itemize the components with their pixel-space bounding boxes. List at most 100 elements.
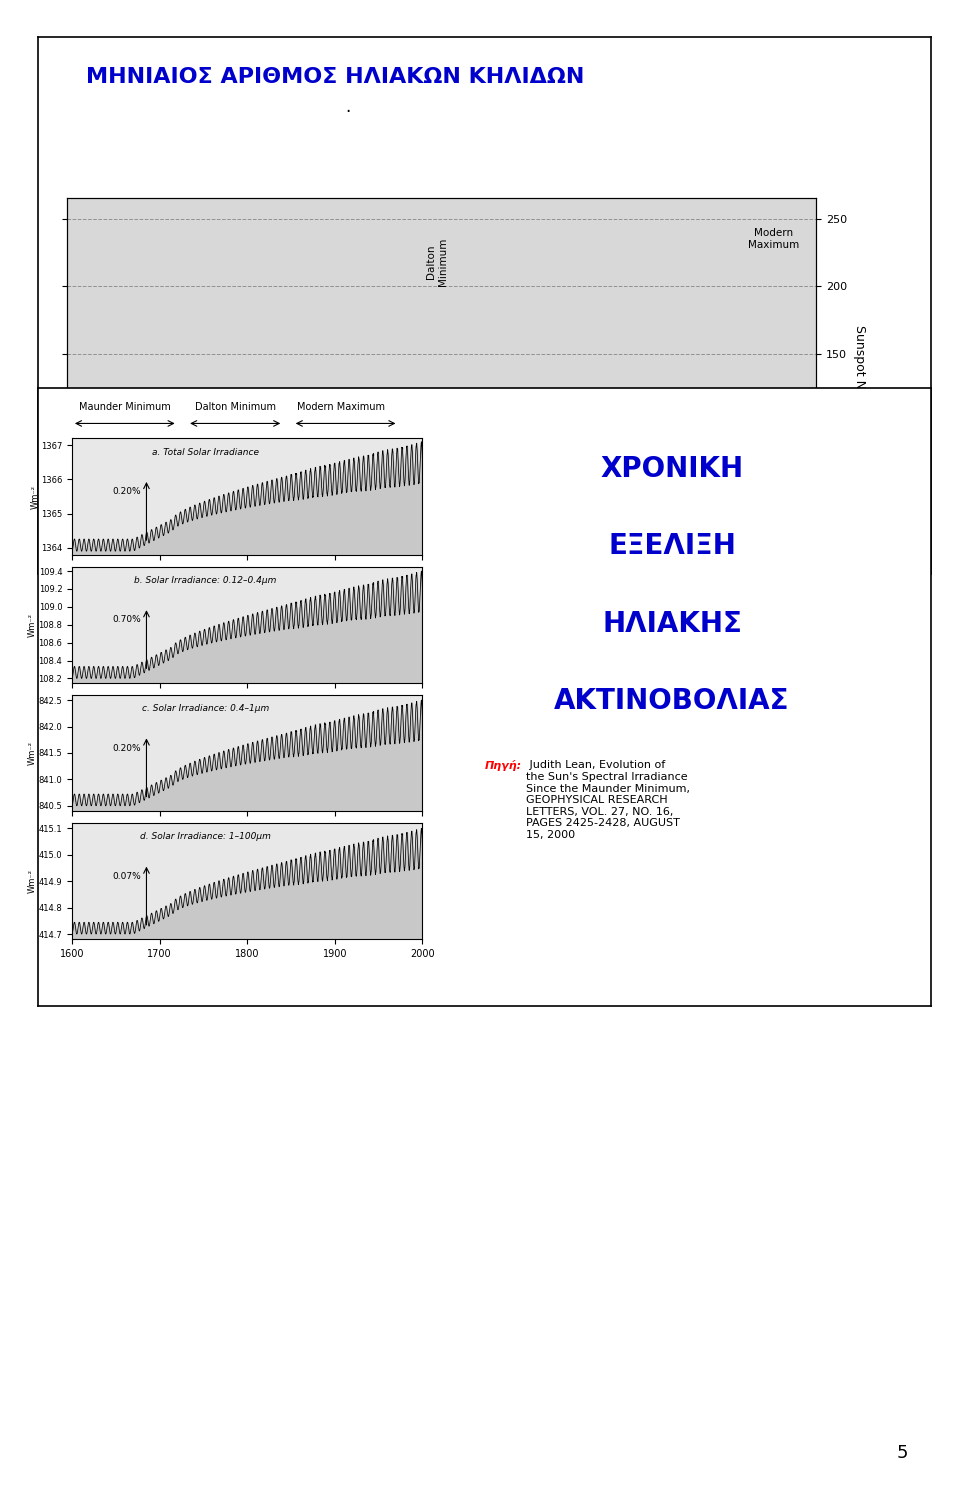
Point bbox=[251, 528, 266, 552]
Point bbox=[196, 543, 211, 567]
Point bbox=[197, 529, 212, 553]
Point bbox=[260, 541, 276, 565]
Point bbox=[92, 543, 108, 567]
Point bbox=[126, 541, 141, 565]
Point bbox=[220, 543, 235, 567]
Point bbox=[82, 543, 97, 567]
Point bbox=[220, 517, 235, 541]
Point bbox=[93, 537, 108, 561]
Point bbox=[172, 543, 187, 567]
Point bbox=[113, 541, 129, 565]
Point bbox=[140, 525, 156, 549]
Point bbox=[235, 538, 251, 562]
Point bbox=[94, 541, 109, 565]
Point bbox=[232, 537, 248, 561]
Point bbox=[187, 541, 203, 565]
Point bbox=[187, 543, 203, 567]
Point bbox=[153, 531, 168, 555]
Point bbox=[111, 541, 127, 565]
Point bbox=[252, 531, 267, 555]
Point bbox=[125, 534, 140, 558]
Point bbox=[154, 543, 169, 567]
Point bbox=[114, 544, 130, 568]
Point bbox=[143, 543, 158, 567]
Y-axis label: Wm⁻²: Wm⁻² bbox=[28, 741, 37, 765]
Point bbox=[108, 543, 124, 567]
Point bbox=[85, 540, 101, 564]
Point bbox=[85, 541, 101, 565]
Point bbox=[223, 543, 238, 567]
Point bbox=[191, 544, 206, 568]
Point bbox=[100, 540, 115, 564]
Point bbox=[122, 538, 137, 562]
Point bbox=[193, 543, 208, 567]
Point bbox=[184, 544, 200, 568]
Point bbox=[212, 535, 228, 559]
Point bbox=[96, 543, 111, 567]
Point bbox=[103, 544, 118, 568]
Point bbox=[249, 544, 264, 568]
Point bbox=[159, 535, 175, 559]
Point bbox=[111, 537, 127, 561]
Point bbox=[120, 540, 135, 564]
Point bbox=[102, 544, 117, 568]
Point bbox=[270, 520, 285, 544]
Point bbox=[257, 541, 273, 565]
Point bbox=[204, 538, 220, 562]
Point bbox=[180, 543, 195, 567]
Point bbox=[255, 543, 271, 567]
Point bbox=[80, 541, 95, 565]
Point bbox=[100, 523, 115, 547]
Point bbox=[114, 526, 130, 550]
Point bbox=[94, 540, 109, 564]
Text: ΗΛΙΑΚΗΣ: ΗΛΙΑΚΗΣ bbox=[602, 610, 742, 638]
Point bbox=[182, 543, 198, 567]
Point bbox=[88, 540, 104, 564]
Point bbox=[213, 541, 228, 565]
Point bbox=[168, 543, 183, 567]
Point bbox=[92, 540, 108, 564]
Text: c. Solar Irradiance: 0.4–1μm: c. Solar Irradiance: 0.4–1μm bbox=[141, 704, 269, 713]
Text: Modern
Maximum: Modern Maximum bbox=[748, 228, 799, 249]
Point bbox=[218, 541, 233, 565]
Point bbox=[198, 541, 213, 565]
Point bbox=[194, 535, 209, 559]
Point bbox=[246, 544, 261, 568]
Point bbox=[106, 538, 121, 562]
Point bbox=[204, 543, 219, 567]
Point bbox=[155, 537, 170, 561]
Point bbox=[99, 520, 114, 544]
Point bbox=[237, 541, 252, 565]
Point bbox=[141, 544, 156, 568]
Point bbox=[196, 544, 211, 568]
Point bbox=[245, 543, 260, 567]
Text: .: . bbox=[346, 98, 350, 116]
Point bbox=[216, 534, 231, 558]
Point bbox=[96, 541, 111, 565]
Point bbox=[146, 541, 161, 565]
Point bbox=[202, 543, 217, 567]
Point bbox=[124, 531, 139, 555]
Point bbox=[266, 537, 281, 561]
Point bbox=[205, 538, 221, 562]
Point bbox=[119, 540, 134, 564]
Point bbox=[138, 535, 154, 559]
Point bbox=[94, 543, 109, 567]
Point bbox=[157, 531, 173, 555]
Point bbox=[134, 540, 150, 564]
Point bbox=[205, 543, 221, 567]
Point bbox=[260, 543, 276, 567]
Point bbox=[180, 540, 195, 564]
Point bbox=[95, 540, 110, 564]
Point bbox=[103, 541, 118, 565]
Point bbox=[180, 540, 195, 564]
Point bbox=[244, 541, 259, 565]
Point bbox=[134, 544, 150, 568]
Text: Maunder
Minimum: Maunder Minimum bbox=[117, 391, 165, 412]
Point bbox=[204, 534, 219, 558]
Point bbox=[81, 544, 96, 568]
Point bbox=[251, 543, 266, 567]
Point bbox=[176, 532, 191, 556]
Point bbox=[183, 543, 199, 567]
Point bbox=[84, 538, 100, 562]
